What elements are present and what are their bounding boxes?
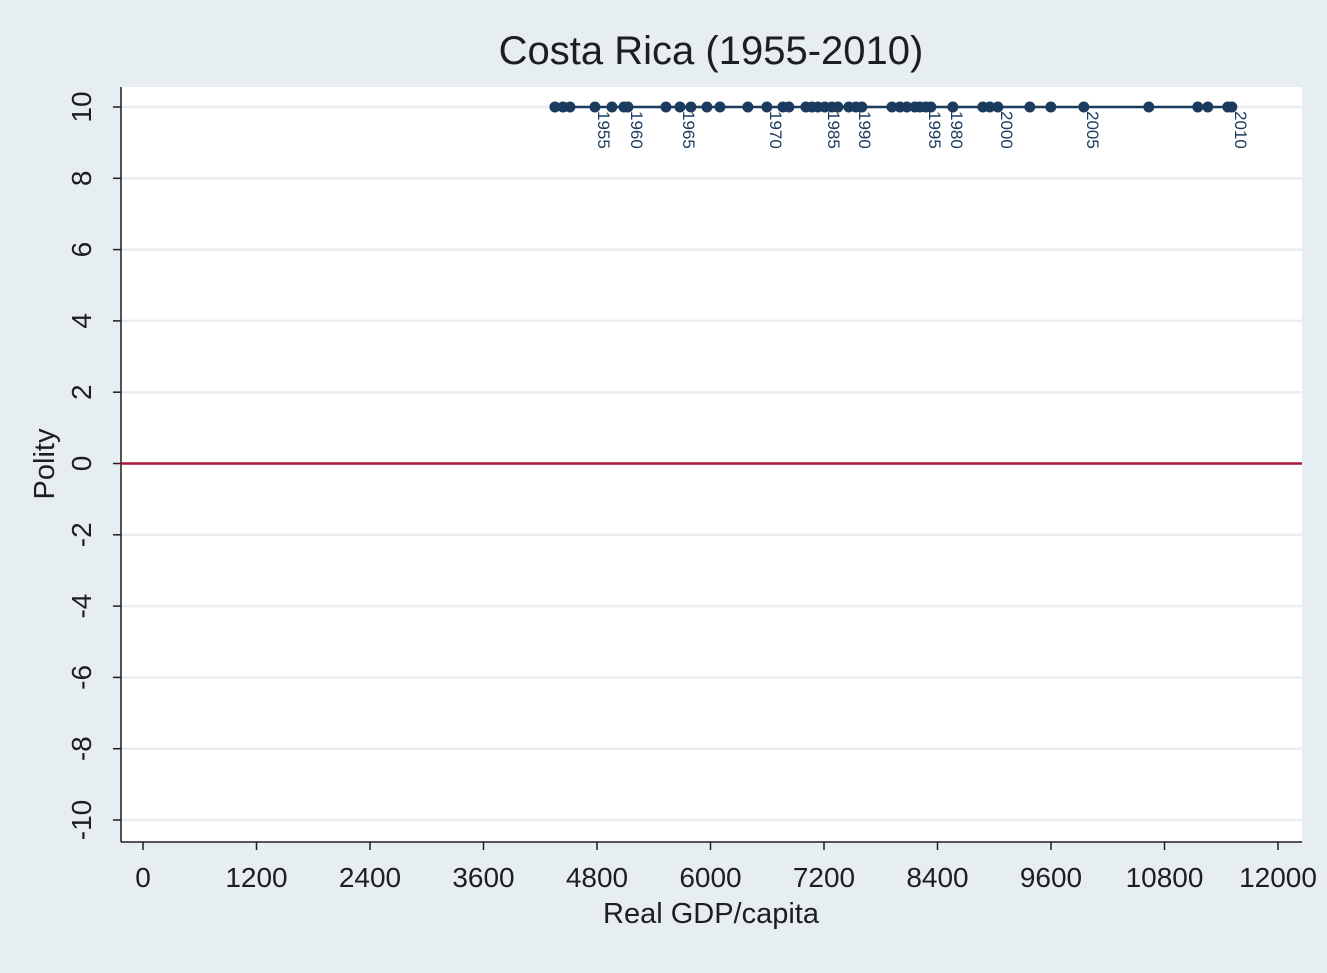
y-tick-label: -4: [66, 594, 97, 619]
y-tick-label: -6: [66, 665, 97, 690]
x-tick-label: 9600: [1020, 862, 1082, 893]
chart-title: Costa Rica (1955-2010): [499, 29, 924, 73]
data-point-label: 2005: [1083, 111, 1102, 149]
data-point: [1078, 101, 1090, 113]
data-point-label: 1995: [925, 111, 944, 149]
data-point-label: 2010: [1231, 111, 1250, 149]
data-point: [701, 101, 713, 113]
data-point: [832, 101, 844, 113]
y-tick-label: -8: [66, 736, 97, 761]
data-point: [901, 101, 913, 113]
data-point: [589, 101, 601, 113]
x-tick-label: 4800: [566, 862, 628, 893]
data-point-label: 1965: [679, 111, 698, 149]
data-point: [1045, 101, 1057, 113]
data-point-label: 1960: [627, 111, 646, 149]
data-point: [1226, 101, 1238, 113]
y-axis-title: Polity: [29, 428, 61, 499]
data-point: [947, 101, 959, 113]
data-point: [1024, 101, 1036, 113]
x-tick-label: 12000: [1239, 862, 1317, 893]
axes: -10 -8 -6 -4 -2 0 2 4 6 8 10 0 1200 2400 3600 4800 6000 7…: [66, 87, 1317, 893]
x-tick-label: 2400: [339, 862, 401, 893]
data-point: [549, 101, 561, 113]
x-tick-label: 3600: [452, 862, 514, 893]
data-point: [742, 101, 754, 113]
data-point: [564, 101, 576, 113]
marks: 1955 1960 1965 1970 1985 1990 1995 1980 2000 2005…: [121, 101, 1302, 465]
y-tick-label: 6: [66, 242, 97, 258]
y-tick-label: 10: [66, 91, 97, 122]
data-point: [1202, 101, 1214, 113]
data-point: [660, 101, 672, 113]
data-point: [761, 101, 773, 113]
y-tick-label: 2: [66, 384, 97, 400]
y-tick-label: 8: [66, 171, 97, 187]
data-point: [886, 101, 898, 113]
y-tick-label: -10: [66, 800, 97, 840]
data-point: [674, 101, 686, 113]
data-point-label: 1985: [824, 111, 843, 149]
data-point-label: 1990: [855, 111, 874, 149]
data-point: [856, 101, 868, 113]
y-tick-label: 4: [66, 313, 97, 329]
x-tick-label: 6000: [679, 862, 741, 893]
data-point: [1192, 101, 1204, 113]
y-tick-label: 0: [66, 456, 97, 472]
x-tick-label: 1200: [225, 862, 287, 893]
data-point: [1143, 101, 1155, 113]
data-point: [925, 101, 937, 113]
data-point-label: 2000: [997, 111, 1016, 149]
data-point: [992, 101, 1004, 113]
data-point: [714, 101, 726, 113]
x-tick-label: 7200: [793, 862, 855, 893]
data-point-label: 1980: [947, 111, 966, 149]
data-point: [606, 101, 618, 113]
x-tick-label: 0: [135, 862, 151, 893]
data-point-label: 1955: [594, 111, 613, 149]
y-tick-label: -2: [66, 522, 97, 547]
data-point: [622, 101, 634, 113]
data-point: [984, 101, 996, 113]
data-point-label: 1970: [766, 111, 785, 149]
data-point: [783, 101, 795, 113]
x-tick-label: 10800: [1126, 862, 1204, 893]
data-point: [685, 101, 697, 113]
x-tick-label: 8400: [906, 862, 968, 893]
x-axis-title: Real GDP/capita: [603, 898, 820, 930]
